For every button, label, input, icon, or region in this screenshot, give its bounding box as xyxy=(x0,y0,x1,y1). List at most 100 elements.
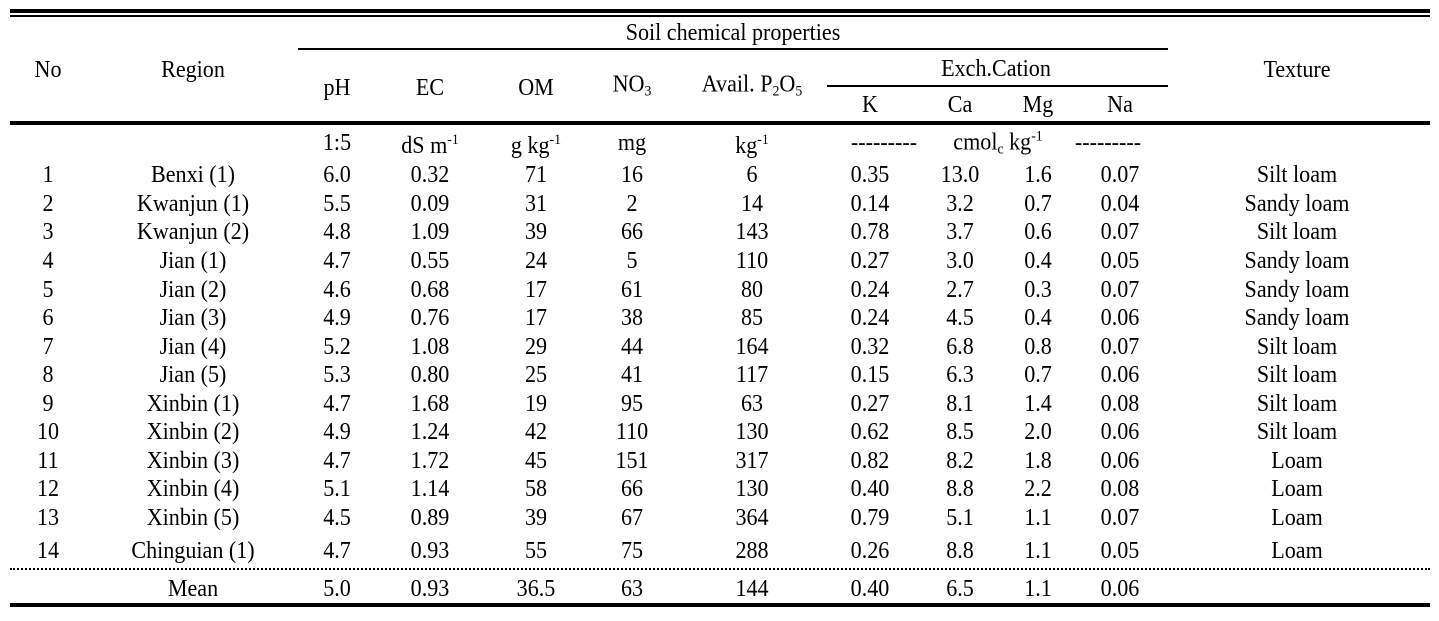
mean-k: 0.40 xyxy=(850,576,890,602)
cell-mg: 1.8 xyxy=(1024,448,1052,474)
cell-region: Xinbin (2) xyxy=(146,419,240,445)
cell-ph: 4.8 xyxy=(323,219,351,245)
cell-ec: 0.76 xyxy=(410,305,450,331)
mean-p2o5: 144 xyxy=(735,576,769,602)
cell-region: Xinbin (3) xyxy=(146,448,240,474)
cell-no: 3 xyxy=(42,219,54,245)
cell-region: Xinbin (1) xyxy=(146,391,240,417)
cell-ca: 8.1 xyxy=(946,391,974,417)
cell-p2o5: 117 xyxy=(735,362,769,388)
cell-mg: 2.2 xyxy=(1024,476,1052,502)
cell-mg: 0.7 xyxy=(1024,191,1052,217)
cell-ph: 4.7 xyxy=(323,538,351,564)
cell-na: 0.05 xyxy=(1100,248,1140,274)
cell-ca: 8.8 xyxy=(946,538,974,564)
cell-no3: 66 xyxy=(620,219,644,245)
cell-texture: Silt loam xyxy=(1256,419,1338,445)
cell-mg: 2.0 xyxy=(1024,419,1052,445)
cell-ph: 4.6 xyxy=(323,277,351,303)
cell-texture: Loam xyxy=(1271,448,1323,474)
unit-om: g kg-1 xyxy=(511,126,561,160)
top-rule-thin xyxy=(10,15,1430,17)
cell-ph: 5.3 xyxy=(323,362,351,388)
cell-region: Jian (2) xyxy=(159,277,227,303)
cell-om: 58 xyxy=(524,476,548,502)
cell-texture: Loam xyxy=(1271,476,1323,502)
cell-mg: 1.1 xyxy=(1024,505,1052,531)
cell-ec: 0.93 xyxy=(410,538,450,564)
cell-k: 0.62 xyxy=(850,419,890,445)
cell-k: 0.82 xyxy=(850,448,890,474)
cell-ec: 1.08 xyxy=(410,334,450,360)
unit-p2o5-base: kg xyxy=(735,133,758,159)
cell-region: Jian (3) xyxy=(159,305,227,331)
unit-ec: dS m-1 xyxy=(401,126,459,160)
unit-om-base: g kg xyxy=(510,133,550,159)
mean-separator xyxy=(10,568,1430,570)
unit-ph: 1:5 xyxy=(322,130,352,156)
cell-no: 5 xyxy=(42,277,54,303)
cell-no3: 2 xyxy=(626,191,638,217)
header-ec: EC xyxy=(415,75,445,101)
unit-cmol-base: cmol xyxy=(953,129,998,156)
cell-no: 13 xyxy=(36,505,60,531)
cell-ec: 1.68 xyxy=(410,391,450,417)
unit-p2o5: kg-1 xyxy=(735,126,769,160)
cell-texture: Sandy loam xyxy=(1244,277,1350,303)
p2o5-sub1: 2 xyxy=(772,83,780,100)
cell-k: 0.40 xyxy=(850,476,890,502)
cell-ph: 4.9 xyxy=(323,305,351,331)
cell-ec: 1.72 xyxy=(410,448,450,474)
cell-region: Xinbin (4) xyxy=(146,476,240,502)
cell-texture: Sandy loam xyxy=(1244,248,1350,274)
cell-ca: 8.8 xyxy=(946,476,974,502)
cell-region: Kwanjun (2) xyxy=(136,219,250,245)
cell-ca: 8.2 xyxy=(946,448,974,474)
header-k: K xyxy=(862,92,878,118)
cell-texture: Sandy loam xyxy=(1244,191,1350,217)
cell-k: 0.79 xyxy=(850,505,890,531)
cell-na: 0.07 xyxy=(1100,219,1140,245)
cell-texture: Loam xyxy=(1271,538,1323,564)
no3-subscript: 3 xyxy=(644,83,652,100)
cell-k: 0.14 xyxy=(850,191,890,217)
cell-no: 6 xyxy=(42,305,54,331)
mean-na: 0.06 xyxy=(1100,576,1140,602)
cell-region: Jian (4) xyxy=(159,334,227,360)
cell-ph: 4.7 xyxy=(323,448,351,474)
cell-ec: 1.09 xyxy=(410,219,450,245)
cell-ca: 4.5 xyxy=(946,305,974,331)
cell-no: 12 xyxy=(36,476,60,502)
bottom-rule xyxy=(10,603,1430,607)
cell-ph: 4.7 xyxy=(323,391,351,417)
cell-p2o5: 80 xyxy=(740,277,764,303)
mean-no3: 63 xyxy=(620,576,644,602)
cell-ph: 5.2 xyxy=(323,334,351,360)
cell-om: 17 xyxy=(524,277,548,303)
cell-na: 0.06 xyxy=(1100,362,1140,388)
cell-ph: 4.9 xyxy=(323,419,351,445)
cell-om: 24 xyxy=(524,248,548,274)
cell-p2o5: 364 xyxy=(735,505,769,531)
mean-mg: 1.1 xyxy=(1024,576,1052,602)
cell-mg: 1.1 xyxy=(1024,538,1052,564)
mean-om: 36.5 xyxy=(516,576,556,602)
cell-p2o5: 288 xyxy=(735,538,769,564)
cell-p2o5: 317 xyxy=(735,448,769,474)
p2o5-label: Avail. P xyxy=(701,71,773,98)
unit-om-sup: -1 xyxy=(549,132,562,148)
cell-na: 0.08 xyxy=(1100,476,1140,502)
cell-ph: 4.5 xyxy=(323,505,351,531)
cell-region: Xinbin (5) xyxy=(146,505,240,531)
cell-k: 0.35 xyxy=(850,162,890,188)
cell-no3: 16 xyxy=(620,162,644,188)
cell-texture: Silt loam xyxy=(1256,334,1338,360)
cell-no3: 5 xyxy=(626,248,638,274)
cell-om: 42 xyxy=(524,419,548,445)
header-region: Region xyxy=(161,57,225,83)
cell-texture: Sandy loam xyxy=(1244,305,1350,331)
cell-k: 0.32 xyxy=(850,334,890,360)
cell-ph: 4.7 xyxy=(323,248,351,274)
exch-rule xyxy=(827,85,1168,87)
cell-texture: Silt loam xyxy=(1256,362,1338,388)
